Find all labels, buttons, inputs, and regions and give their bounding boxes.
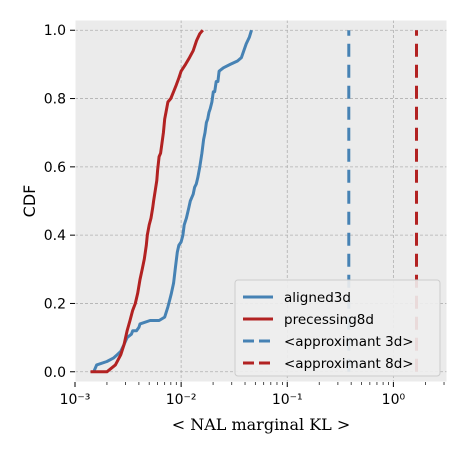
y-tick-label: 0.0	[44, 365, 66, 381]
plot-frame	[74, 19, 448, 383]
series-line-1	[92, 29, 253, 373]
x-axis: 10⁻³ 10⁻² 10⁻¹ 10⁰	[60, 382, 445, 408]
series-line-2	[90, 29, 204, 374]
x-axis-label: < NAL marginal KL >	[172, 415, 351, 434]
y-tick-label: 0.8	[44, 92, 66, 108]
y-tick-label: 0.6	[44, 160, 66, 176]
x-tick-label: 10⁰	[382, 392, 406, 408]
legend-label: aligned3d	[284, 290, 351, 306]
y-tick-label: 0.4	[44, 228, 66, 244]
legend-label: <approximant 3d>	[284, 334, 414, 350]
y-axis: 0.0 0.2 0.4 0.6 0.8 1.0	[44, 23, 75, 381]
x-tick-label: 10⁻²	[166, 392, 197, 408]
legend: aligned3d precessing8d <approximant 3d> <ap…	[234, 279, 441, 377]
legend-box	[234, 279, 441, 377]
y-tick-label: 0.2	[44, 296, 66, 312]
x-tick-label: 10⁻³	[60, 392, 91, 408]
series-layer	[90, 29, 418, 374]
y-tick-label: 1.0	[44, 23, 66, 39]
y-axis-label: CDF	[20, 185, 39, 218]
legend-label: precessing8d	[284, 312, 374, 328]
legend-label: <approximant 8d>	[284, 356, 414, 372]
x-tick-label: 10⁻¹	[272, 392, 303, 408]
